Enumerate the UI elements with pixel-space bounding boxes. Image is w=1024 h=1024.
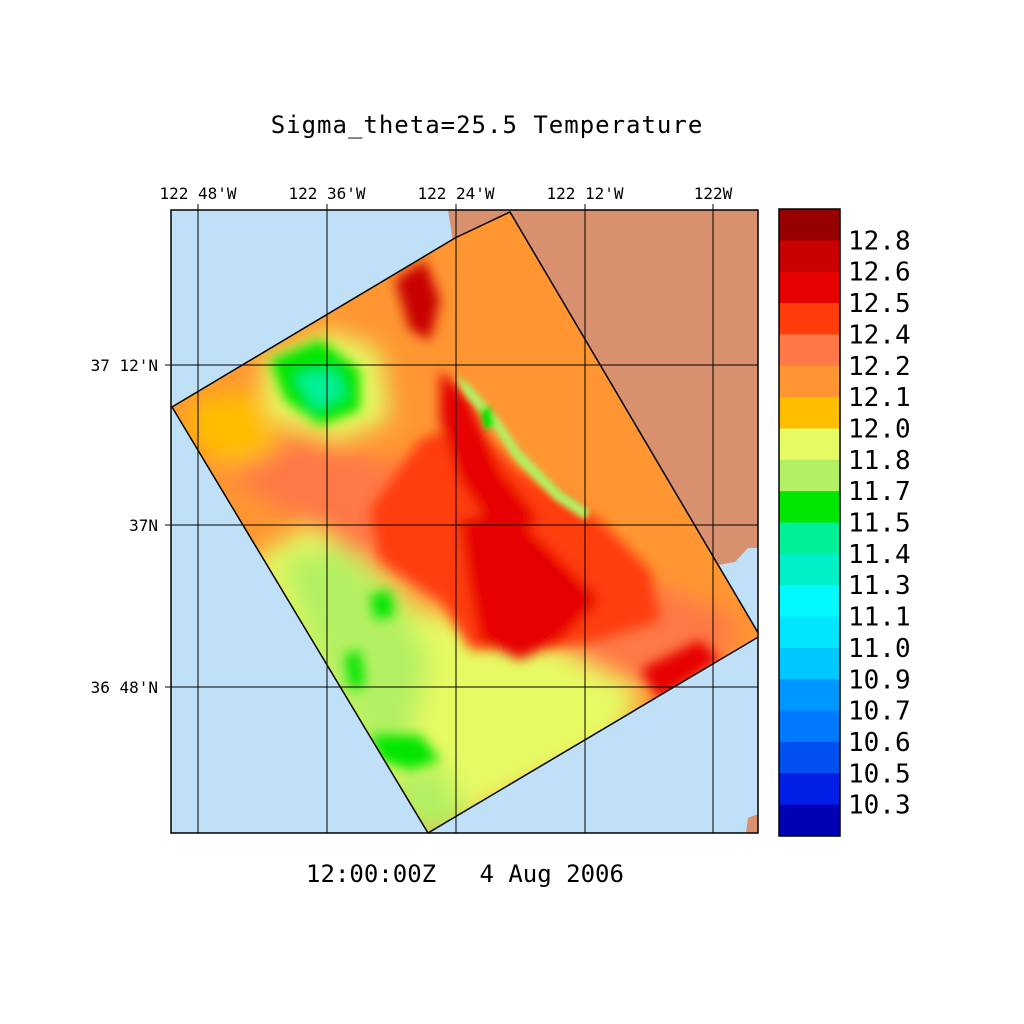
longitude-labels: 122 48'W 122 36'W 122 24'W 122 12'W 122W [159,184,732,203]
colorbar-label: 10.9 [848,665,911,695]
coastal-green-spot [480,405,495,430]
colorbar-swatches [779,209,840,837]
colorbar-label: 11.3 [848,571,911,601]
southeast-red-patch [640,640,720,700]
colorbar-swatch [779,679,840,712]
upwelling-red-core [460,510,600,660]
colorbar-swatch [779,616,840,649]
colorbar-swatch [779,553,840,586]
colorbar-swatch [779,459,840,492]
colorbar-swatch [779,585,840,618]
map-ticks [165,204,714,688]
colorbar-label: 11.5 [848,509,911,539]
colorbar-label: 11.0 [848,634,911,664]
colorbar-label: 12.1 [848,383,911,413]
latitude-label: 36 48'N [91,678,158,697]
colorbar-label: 10.5 [848,759,911,789]
southwest-green-eddy [370,735,440,770]
map-panel [171,210,758,833]
colorbar-label: 11.8 [848,446,911,476]
island-patch [746,814,758,833]
colorbar-label: 11.1 [848,603,911,633]
colorbar-label: 10.3 [848,791,911,821]
longitude-label: 122 12'W [546,184,623,203]
colorbar-labels: 12.812.612.512.412.212.112.011.811.711.5… [848,226,911,820]
longitude-label: 122W [694,184,733,203]
colorbar-label: 12.0 [848,414,911,444]
colorbar-swatch [779,271,840,304]
colorbar-swatch [779,428,840,461]
colorbar-swatch [779,303,840,335]
colorbar-label: 11.7 [848,477,911,507]
colorbar-swatch [779,741,840,774]
model-domain-outline [171,211,758,833]
colorbar-swatch [779,647,840,680]
colorbar-swatch [779,240,840,273]
longitude-label: 122 24'W [417,184,494,203]
colorbar-label: 12.5 [848,289,911,319]
colorbar-label: 12.4 [848,320,911,350]
coastal-red-band [440,370,540,540]
graticule [171,210,758,833]
colorbar-swatch [779,804,840,837]
west-orange-patch [190,390,280,470]
north-red-tongue [395,260,440,340]
colorbar-swatch [779,710,840,743]
longitude-label: 122 48'W [159,184,236,203]
colorbar-label: 12.8 [848,226,911,256]
timestamp-label: 12:00:00Z 4 Aug 2006 [306,860,624,888]
map-frame [170,209,759,834]
colorbar-swatch [779,522,840,555]
colorbar-swatch [779,491,840,523]
colorbar-label: 11.4 [848,540,911,570]
latitude-label: 37N [129,516,158,535]
latitude-label: 37 12'N [91,356,158,375]
colorbar-label: 12.6 [848,258,911,288]
colorbar-label: 10.6 [848,728,911,758]
north-cyan-core [295,370,345,410]
colorbar-label: 10.7 [848,697,911,727]
longitude-label: 122 36'W [288,184,365,203]
colorbar-swatch [779,334,840,367]
colorbar-frame [778,208,841,837]
colorbar-swatch [779,209,840,241]
west-green-spot [370,590,395,620]
colorbar-swatch [779,397,840,429]
colorbar: 12.812.612.512.412.212.112.011.811.711.5… [778,208,911,837]
colorbar-swatch [779,365,840,398]
colorbar-swatch [779,773,840,806]
latitude-labels: 37 12'N 37N 36 48'N [91,356,158,697]
south-green-spot [345,650,365,690]
colorbar-label: 12.2 [848,352,911,382]
figure-title: Sigma_theta=25.5 Temperature [271,111,704,139]
